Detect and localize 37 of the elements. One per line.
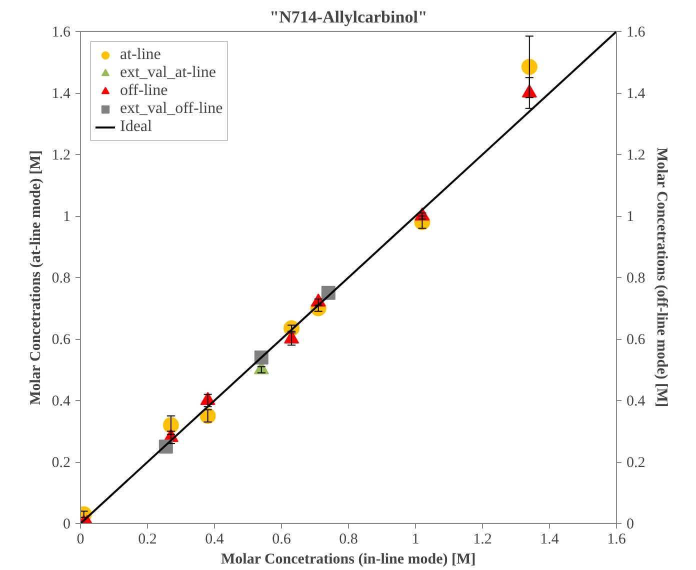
x-tick-label: 0 xyxy=(76,532,84,548)
y-tick-label: 1.6 xyxy=(52,24,71,40)
y2-tick-label: 0.2 xyxy=(626,455,646,471)
y-tick-label: 1.4 xyxy=(52,86,71,102)
y2-tick-label: 1.2 xyxy=(626,148,646,164)
legend-label: ext_val_at-line xyxy=(120,64,216,82)
y2-axis-title: Molar Concetrations (off-line mode) [M] xyxy=(653,148,670,408)
x-tick-label: 0.6 xyxy=(272,532,292,548)
x-tick-label: 1.4 xyxy=(540,532,560,548)
legend-label: at-line xyxy=(120,46,161,64)
y-tick-label: 0.8 xyxy=(52,270,70,286)
y-tick-label: 0 xyxy=(63,516,70,532)
x-tick-label: 0.4 xyxy=(205,532,224,548)
x-tick-label: 1 xyxy=(412,532,420,548)
y-tick-label: 1 xyxy=(63,209,70,225)
y2-tick-label: 1 xyxy=(626,209,634,225)
y2-tick-label: 0.8 xyxy=(626,270,646,286)
chart-title: "N714-Allylcarbinol" xyxy=(270,8,428,26)
y-tick-label: 0.2 xyxy=(52,455,70,471)
y2-tick-label: 0 xyxy=(626,516,634,532)
legend-label: ext_val_off-line xyxy=(120,100,223,118)
x-tick-label: 1.6 xyxy=(607,532,626,548)
y2-tick-label: 0.6 xyxy=(626,332,646,348)
y-tick-label: 0.6 xyxy=(52,332,71,348)
point xyxy=(521,58,538,75)
x-axis-title: Molar Concetrations (in-line mode) [M] xyxy=(221,552,476,568)
legend-label: Ideal xyxy=(120,118,152,136)
y2-tick-label: 1.6 xyxy=(626,24,646,40)
y-tick-label: 0.4 xyxy=(52,394,71,410)
legend-label: off-line xyxy=(120,82,168,100)
x-tick-label: 0.2 xyxy=(138,532,157,548)
y2-tick-label: 1.4 xyxy=(626,86,646,102)
x-tick-label: 0.8 xyxy=(339,532,358,548)
y-tick-label: 1.2 xyxy=(52,148,70,164)
y-axis-title: Molar Concetrations (at-line mode) [M] xyxy=(28,150,44,405)
x-tick-label: 1.2 xyxy=(473,532,492,548)
y2-tick-label: 0.4 xyxy=(626,394,646,410)
